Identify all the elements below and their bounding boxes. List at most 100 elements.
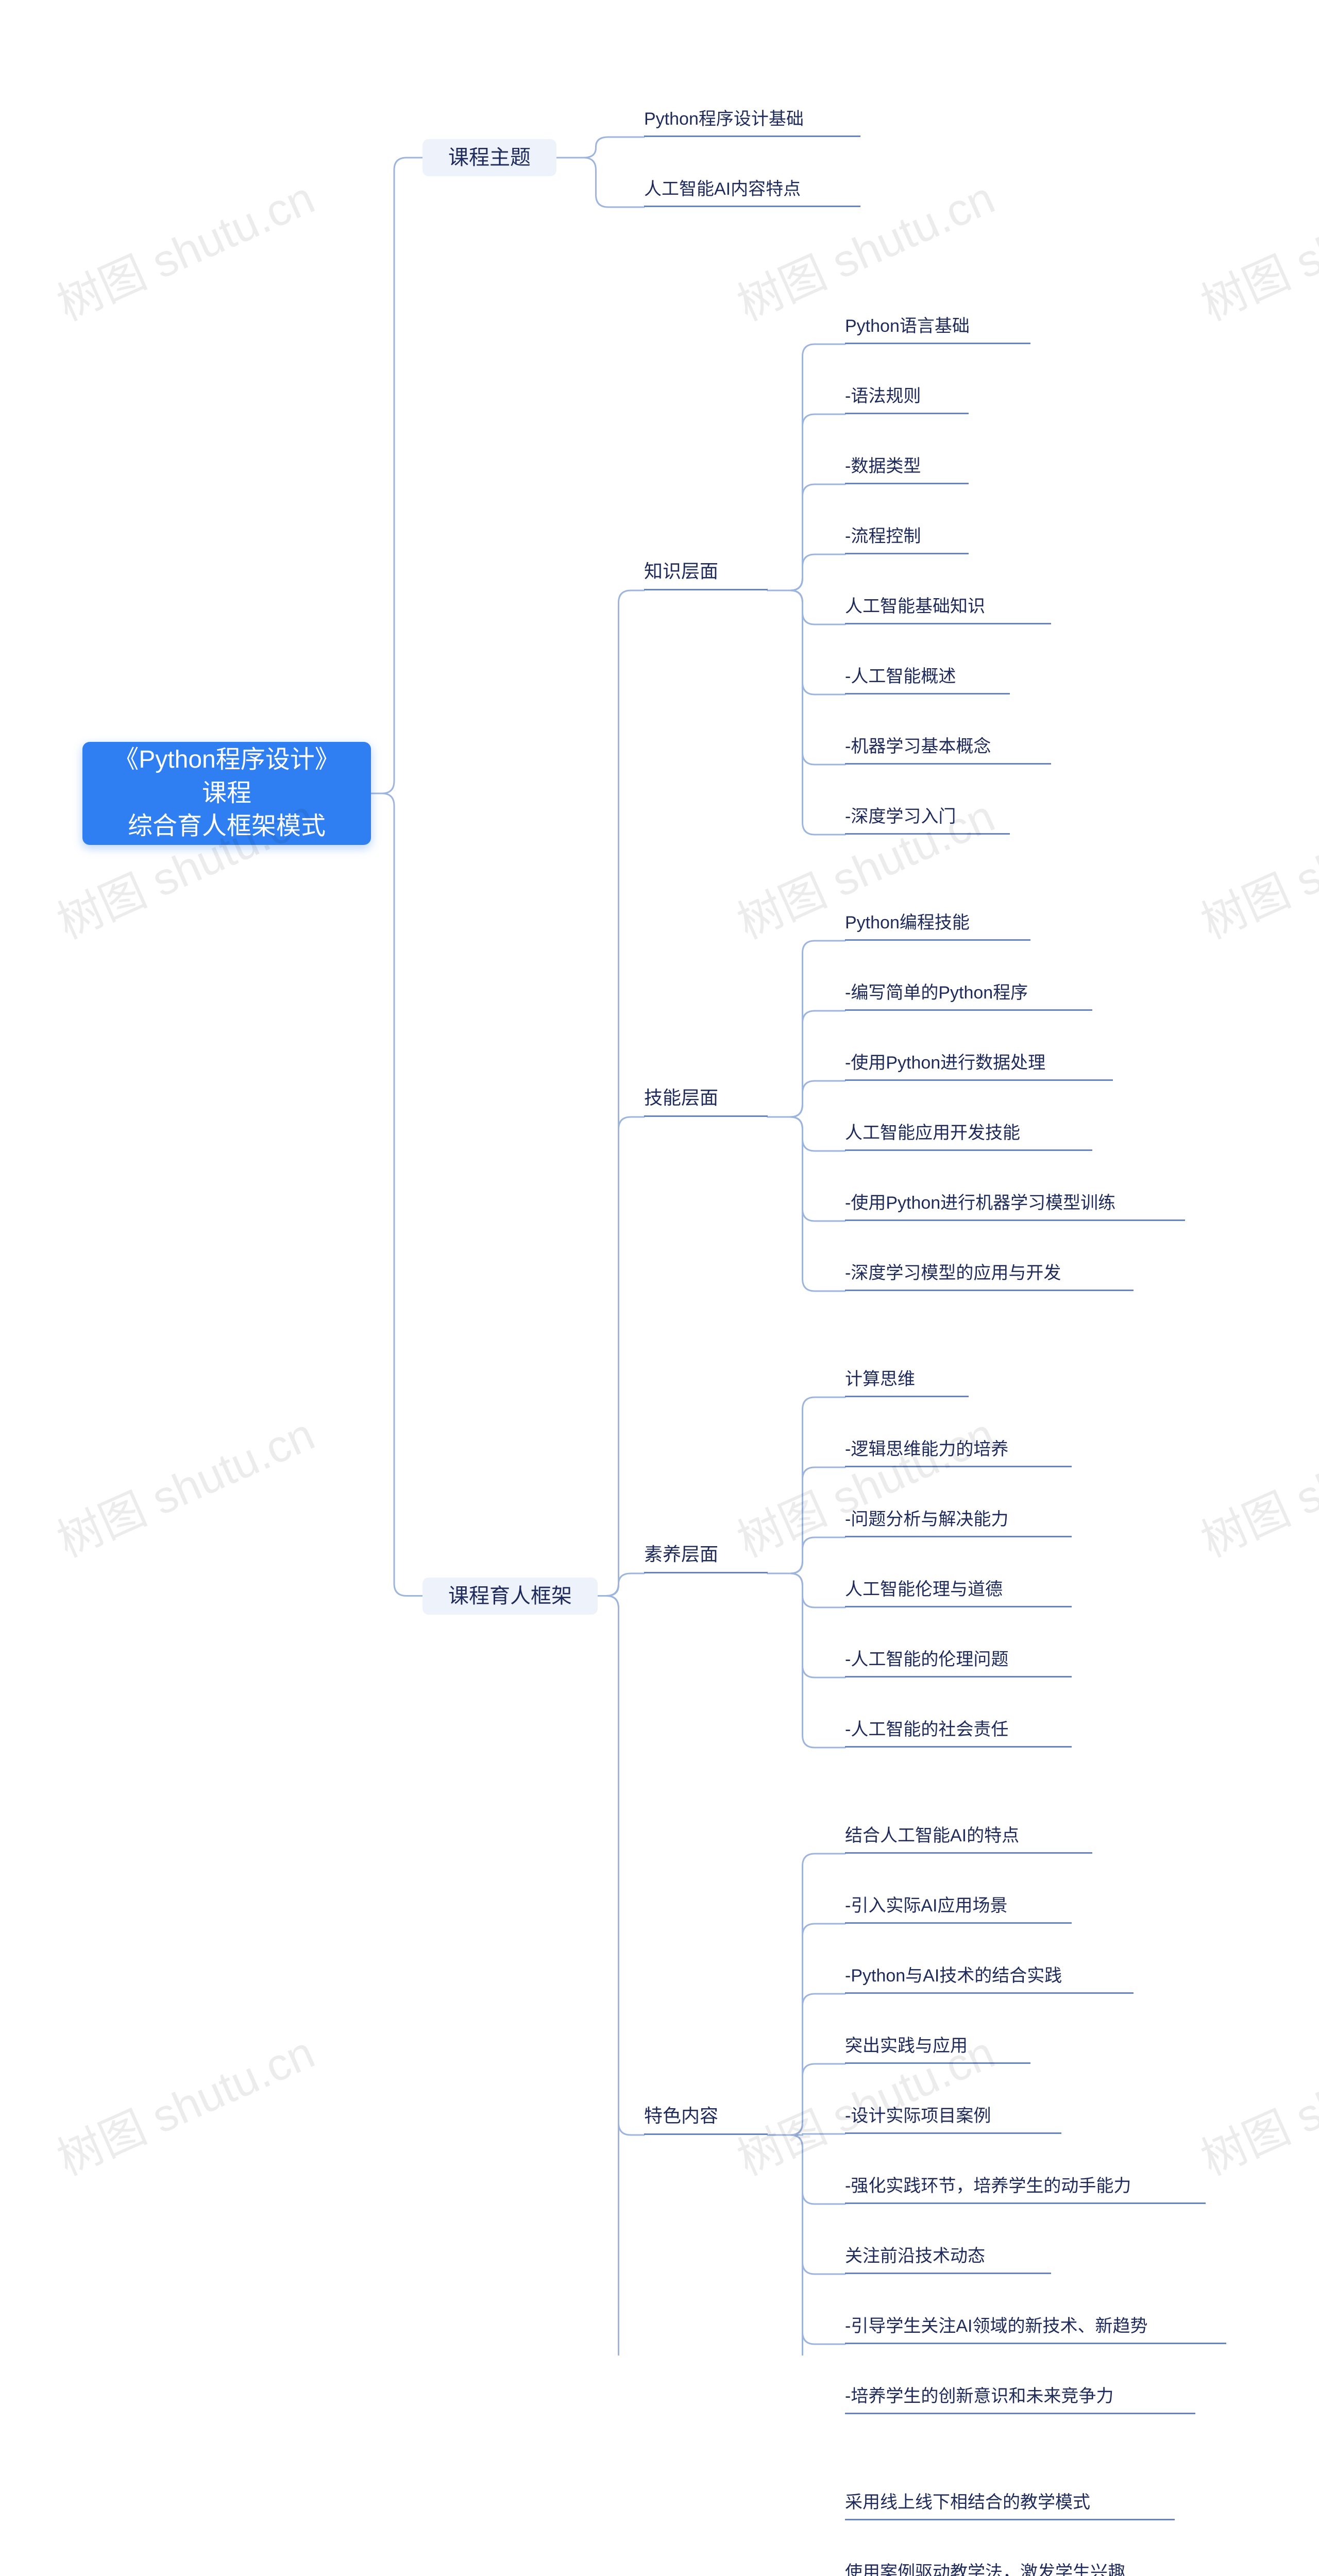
mindmap-node-s1l8: -深度学习入门	[845, 806, 1010, 835]
connector	[768, 2135, 845, 2274]
mindmap-node-s2l3: -使用Python进行数据处理	[845, 1052, 1113, 1081]
watermark: 树图 shutu.cn	[45, 162, 323, 333]
mindmap-node-label: 技能层面	[644, 1086, 718, 1111]
mindmap-node-s4: 特色内容	[644, 2104, 768, 2135]
mindmap-node-label: -引入实际AI应用场景	[845, 1894, 1007, 1918]
mindmap-node-s3: 素养层面	[644, 1543, 768, 1573]
mindmap-node-label: 特色内容	[644, 2104, 718, 2129]
mindmap-node-s4l4: 突出实践与应用	[845, 2035, 1030, 2064]
mindmap-node-s1l7: -机器学习基本概念	[845, 736, 1051, 765]
connector	[768, 1573, 845, 1607]
mindmap-node-label: 素养层面	[644, 1542, 718, 1567]
connector	[598, 1596, 644, 2136]
mindmap-node-label: 结合人工智能AI的特点	[845, 1824, 1019, 1848]
mindmap-node-label: -机器学习基本概念	[845, 735, 991, 759]
watermark: 树图 shutu.cn	[1189, 1398, 1319, 1570]
mindmap-node-s1l4: -流程控制	[845, 526, 969, 554]
watermark: 树图 shutu.cn	[45, 2016, 323, 2188]
mindmap-node-label: 人工智能AI内容特点	[644, 178, 801, 201]
connector	[768, 2134, 845, 2135]
mindmap-node-s1: 知识层面	[644, 560, 768, 590]
mindmap-node-label: -强化实践环节，培养学生的动手能力	[845, 2175, 1131, 2198]
connector	[556, 137, 644, 158]
mindmap-node-s3l1: 计算思维	[845, 1368, 969, 1397]
mindmap-node-label: Python程序设计基础	[644, 108, 804, 131]
connector	[768, 1467, 845, 1573]
mindmap-node-s1l1: Python语言基础	[845, 315, 1030, 344]
connector	[768, 414, 845, 590]
connector	[768, 590, 845, 694]
connector	[768, 2135, 845, 2204]
mindmap-node-s4l3: -Python与AI技术的结合实践	[845, 1965, 1134, 1994]
mindmap-node-s4l5: -设计实际项目案例	[845, 2105, 1061, 2134]
mindmap-node-label: -引导学生关注AI领域的新技术、新趋势	[845, 2315, 1147, 2338]
mindmap-node-s2l1: Python编程技能	[845, 912, 1030, 941]
connector	[768, 1537, 845, 1573]
mindmap-node-label: 《Python程序设计》课程 综合育人框架模式	[103, 743, 350, 843]
connector	[768, 1117, 845, 1221]
mindmap-node-label: -深度学习模型的应用与开发	[845, 1262, 1061, 1285]
connector	[768, 1081, 845, 1117]
connector	[598, 1117, 644, 1596]
mindmap-node-label: -数据类型	[845, 455, 921, 479]
mindmap-node-s1l3: -数据类型	[845, 455, 969, 484]
connector	[768, 554, 845, 590]
connector	[768, 344, 845, 590]
connector	[768, 590, 845, 624]
mindmap-node-b1l1: Python程序设计基础	[644, 108, 860, 137]
mindmap-node-s4l1: 结合人工智能AI的特点	[845, 1825, 1092, 1854]
mindmap-node-s3l2: -逻辑思维能力的培养	[845, 1438, 1072, 1467]
mindmap-node-s2l5: -使用Python进行机器学习模型训练	[845, 1192, 1185, 1221]
mindmap-node-s3l4: 人工智能伦理与道德	[845, 1579, 1072, 1607]
mindmap-node-label: -人工智能的伦理问题	[845, 1648, 1008, 1672]
mindmap-node-label: 课程主题	[448, 144, 531, 172]
mindmap-node-label: 人工智能应用开发技能	[845, 1122, 1020, 1145]
mindmap-node-label: 采用线上线下相结合的教学模式	[845, 2491, 1090, 2515]
connector	[768, 2135, 845, 2344]
mindmap-node-s5l2: 使用案例驱动教学法，激发学生兴趣	[845, 2562, 1206, 2576]
mindmap-node-label: -Python与AI技术的结合实践	[845, 1964, 1062, 1988]
mindmap-node-label: 知识层面	[644, 559, 718, 584]
mindmap-node-root: 《Python程序设计》课程 综合育人框架模式	[82, 742, 371, 845]
watermark: 树图 shutu.cn	[45, 1398, 323, 1570]
connector	[598, 1596, 644, 2356]
mindmap-node-s3l3: -问题分析与解决能力	[845, 1509, 1072, 1537]
mindmap-node-s4l9: -培养学生的创新意识和未来竞争力	[845, 2385, 1195, 2414]
connector	[768, 1117, 845, 1291]
mindmap-node-label: -使用Python进行机器学习模型训练	[845, 1192, 1115, 1215]
mindmap-node-b1: 课程主题	[422, 139, 556, 176]
mindmap-node-label: 人工智能伦理与道德	[845, 1578, 1003, 1602]
mindmap-node-s2l6: -深度学习模型的应用与开发	[845, 1262, 1134, 1291]
connector	[371, 158, 422, 793]
mindmap-node-s2l4: 人工智能应用开发技能	[845, 1122, 1092, 1151]
connector	[768, 590, 845, 835]
connector	[768, 1994, 845, 2135]
connector	[768, 2135, 845, 2355]
mindmap-node-label: -培养学生的创新意识和未来竞争力	[845, 2385, 1113, 2409]
mindmap-node-s1l6: -人工智能概述	[845, 666, 1010, 694]
mindmap-node-label: -深度学习入门	[845, 805, 956, 829]
mindmap-node-s4l2: -引入实际AI应用场景	[845, 1895, 1072, 1924]
connector	[598, 590, 644, 1596]
mindmap-node-label: -人工智能的社会责任	[845, 1718, 1008, 1742]
mindmap-node-label: -编写简单的Python程序	[845, 981, 1028, 1005]
mindmap-node-s4l6: -强化实践环节，培养学生的动手能力	[845, 2175, 1206, 2204]
mindmap-node-b1l2: 人工智能AI内容特点	[644, 178, 860, 207]
connector	[768, 1011, 845, 1117]
mindmap-node-label: 计算思维	[845, 1368, 915, 1392]
mindmap-node-label: -逻辑思维能力的培养	[845, 1438, 1008, 1462]
connector	[768, 1854, 845, 2135]
connector	[768, 1573, 845, 1677]
mindmap-node-label: 关注前沿技术动态	[845, 2245, 985, 2268]
mindmap-node-b2: 课程育人框架	[422, 1578, 598, 1615]
mindmap-node-label: 课程育人框架	[448, 1582, 572, 1610]
watermark: 树图 shutu.cn	[1189, 2016, 1319, 2188]
mindmap-node-s3l5: -人工智能的伦理问题	[845, 1649, 1072, 1677]
mindmap-node-s1l2: -语法规则	[845, 385, 969, 414]
connector	[768, 1117, 845, 1151]
mindmap-node-s5l1: 采用线上线下相结合的教学模式	[845, 2492, 1175, 2520]
mindmap-node-label: -问题分析与解决能力	[845, 1508, 1008, 1532]
connector	[768, 941, 845, 1117]
mindmap-node-label: 突出实践与应用	[845, 2035, 968, 2058]
mindmap-node-label: Python编程技能	[845, 911, 970, 935]
